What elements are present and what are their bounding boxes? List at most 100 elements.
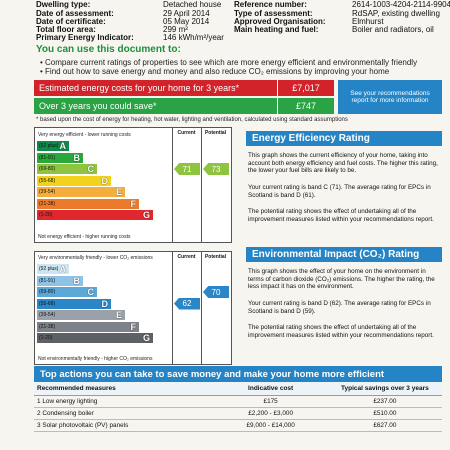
ei-band-range: (1-20) [39, 335, 53, 341]
ee-band-letter: G [142, 210, 150, 220]
ee-band-c: (69-80) C [37, 164, 97, 174]
header-measures: Recommended measures [34, 382, 214, 396]
estimated-cost-value: £7,017 [277, 80, 334, 96]
ei-band-range: (69-80) [39, 289, 56, 295]
ei-band-e: (39-54) E [37, 310, 125, 320]
ei-band-b: (81-91) B [37, 275, 83, 286]
header-cost: Indicative cost [213, 382, 328, 396]
ee-divider-1 [172, 128, 173, 242]
eir-paragraph-1: This graph shows the effect of your home… [248, 268, 435, 291]
ei-current-header: Current [177, 254, 196, 260]
estimated-cost-label: Estimated energy costs for your home for… [39, 83, 240, 93]
type-of-assessment: Type of assessment: RdSAP, existing dwell… [234, 9, 440, 18]
total-floor-area: Total floor area: 299 m² [36, 25, 188, 34]
ee-band-range: (39-54) [39, 189, 56, 195]
see-recommendations-box: See your recommendations report for more… [338, 80, 442, 114]
ee-band-range: (1-20) [39, 212, 53, 218]
date-of-assessment: Date of assessment: 29 April 2014 [36, 9, 210, 18]
use-doc-bullet-2: • Find out how to save energy and money … [40, 67, 390, 76]
saving-value: £747 [277, 98, 334, 114]
eir-title: Environmental Impact (CO₂) Rating [246, 247, 442, 262]
eer-paragraph-3: The potential rating shows the effect of… [248, 208, 434, 223]
measure-cell: 3 Solar photovoltaic (PV) panels [34, 419, 214, 432]
eer-paragraph-2: Your current rating is band C (71). The … [248, 184, 431, 199]
ei-band-a: (92 plus) A [37, 264, 69, 274]
ei-band-letter: C [87, 287, 95, 297]
date-of-certificate: Date of certificate: 05 May 2014 [36, 17, 210, 26]
ei-band-range: (92 plus) [39, 266, 59, 272]
cost-cell: £2,200 - £3,000 [213, 407, 328, 420]
saving-label: Over 3 years you could save* [39, 101, 157, 111]
ee-current-arrow: 71 [174, 163, 200, 175]
ee-band-range: (81-91) [39, 154, 56, 161]
estimated-cost-bar: Estimated energy costs for your home for… [34, 80, 334, 96]
ee-divider-2 [201, 128, 202, 242]
saving-cell: £627.00 [327, 419, 442, 432]
saving-cell: £237.00 [327, 395, 442, 408]
ei-band-letter: A [59, 264, 67, 274]
use-doc-bullet-1: • Compare current ratings of properties … [40, 58, 418, 67]
ee-band-letter: C [87, 164, 95, 174]
ee-band-letter: F [130, 198, 137, 209]
actions-header-row: Recommended measures Indicative cost Typ… [34, 382, 442, 396]
table-row: 1 Low energy lighting £175 £237.00 [34, 395, 442, 408]
ei-potential-header: Potential [204, 254, 227, 260]
eer-title: Energy Efficiency Rating [246, 131, 442, 146]
ei-band-range: (21-38) [39, 323, 56, 330]
ei-divider-1 [172, 252, 173, 364]
cost-cell: £9,000 - £14,000 [213, 419, 328, 432]
saving-bar: Over 3 years you could save* £747 [34, 98, 334, 114]
table-row: 3 Solar photovoltaic (PV) panels £9,000 … [34, 419, 442, 432]
ei-band-letter: D [101, 298, 109, 309]
ee-band-letter: E [115, 187, 122, 197]
ei-band-letter: B [73, 275, 81, 286]
use-doc-heading: You can use this document to: [36, 44, 181, 55]
saving-cell: £510.00 [327, 407, 442, 420]
ee-top-label: Very energy efficient - lower running co… [38, 132, 131, 138]
ee-potential-header: Potential [204, 130, 227, 136]
header-savings: Typical savings over 3 years [327, 382, 442, 396]
ee-band-range: (69-80) [39, 166, 56, 172]
dwelling-type: Dwelling type: Detached house [36, 0, 222, 9]
ee-band-e: (39-54) E [37, 187, 125, 197]
ei-bottom-label: Not environmentally friendly - higher CO… [38, 356, 153, 362]
ei-top-label: Very environmentally friendly - lower CO… [38, 255, 153, 261]
ee-band-range: (21-38) [39, 200, 56, 207]
ee-band-letter: A [59, 141, 67, 151]
ei-band-d: (55-68) D [37, 298, 111, 309]
reference-number: Reference number: 2614-1003-4204-2114-990… [234, 0, 450, 9]
ei-band-letter: E [115, 310, 122, 320]
ei-band-letter: F [130, 321, 137, 332]
cost-footnote: * based upon the cost of energy for heat… [36, 117, 348, 123]
ee-band-range: (92 plus) [39, 143, 59, 149]
ee-band-range: (55-68) [39, 177, 56, 184]
eer-paragraph-1: This graph shows the current efficiency … [248, 152, 438, 175]
ee-band-f: (21-38) F [37, 198, 139, 209]
approved-organisation: Approved Organisation: Elmhurst [234, 17, 384, 26]
ee-bottom-label: Not energy efficient - higher running co… [38, 234, 131, 240]
eir-paragraph-3: The potential rating shows the effect of… [248, 324, 434, 339]
energy-efficiency-chart: Very energy efficient - lower running co… [34, 127, 232, 243]
measure-cell: 2 Condensing boiler [34, 407, 214, 420]
eir-paragraph-2: Your current rating is band D (62). The … [248, 300, 431, 315]
ee-band-g: (1-20) G [37, 210, 153, 220]
ee-band-a: (92 plus) A [37, 141, 69, 151]
ee-potential-arrow: 73 [203, 163, 229, 175]
main-heating-and-fuel: Main heating and fuel: Boiler and radiato… [234, 25, 434, 34]
ei-divider-2 [201, 252, 202, 364]
cost-cell: £175 [213, 395, 328, 408]
measure-cell: 1 Low energy lighting [34, 395, 214, 408]
ee-band-letter: D [101, 175, 109, 186]
ei-band-range: (81-91) [39, 277, 56, 284]
ee-band-letter: B [73, 152, 81, 163]
actions-title: Top actions you can take to save money a… [34, 366, 442, 382]
ee-band-b: (81-91) B [37, 152, 83, 163]
ei-potential-arrow: 70 [203, 286, 229, 298]
ei-band-letter: G [142, 333, 150, 343]
ee-band-d: (55-68) D [37, 175, 111, 186]
ei-band-range: (39-54) [39, 312, 56, 318]
ee-current-header: Current [177, 130, 196, 136]
environmental-impact-chart: Very environmentally friendly - lower CO… [34, 251, 232, 365]
ei-band-g: (1-20) G [37, 333, 153, 343]
